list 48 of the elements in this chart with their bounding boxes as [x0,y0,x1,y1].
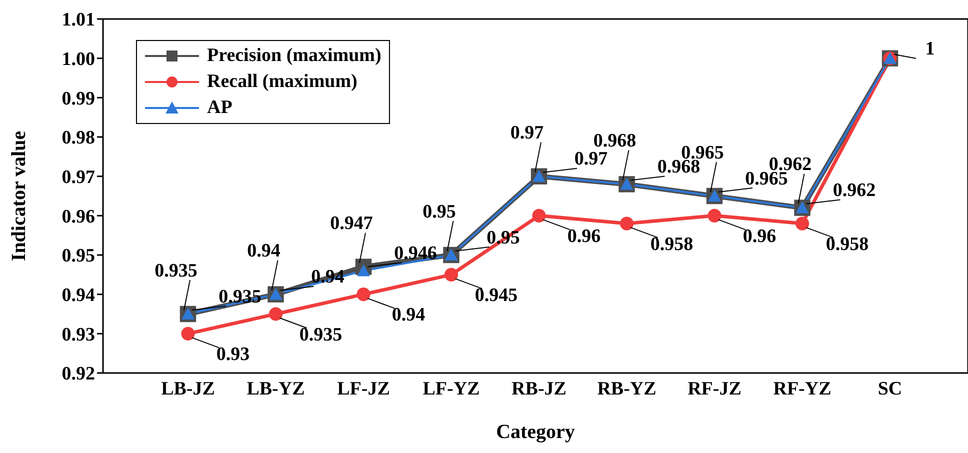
y-tick-label: 1.00 [62,49,95,70]
x-tick-label: LB-YZ [246,378,305,400]
point [181,326,195,340]
y-tick-label: 0.98 [62,128,95,149]
data-label: 0.945 [474,285,518,306]
x-tick-label: RF-JZ [688,378,742,400]
y-tick-label: 0.94 [62,285,96,306]
y-tick-label: 0.93 [62,324,95,346]
point [708,208,722,222]
data-label: 0.93 [216,344,250,366]
y-tick-label: 0.99 [62,88,95,110]
data-label: 0.97 [510,122,544,144]
data-label: 0.94 [311,266,345,288]
point [356,288,370,302]
legend-label: Precision (maximum) [207,44,382,68]
x-tick-label: LF-JZ [337,378,390,400]
y-tick-label: 0.92 [62,364,95,385]
y-tick-label: 0.95 [62,246,95,267]
point [268,307,283,321]
data-label: 0.96 [742,226,776,248]
point [620,216,634,230]
x-tick-label: LB-JZ [161,378,215,400]
data-label: 0.958 [650,234,694,255]
x-tick-label: RB-JZ [512,378,566,400]
x-axis-title: Category [496,421,575,443]
point [444,268,458,282]
point [795,216,810,230]
x-tick-label: LF-YZ [422,378,480,400]
data-label: 0.962 [832,180,876,202]
data-label: 0.935 [299,324,342,346]
data-label: 0.96 [567,226,601,248]
data-label: 0.958 [826,234,869,255]
point [532,208,546,222]
data-label: 0.95 [422,201,456,222]
data-label: 1 [925,38,935,60]
y-tick-label: 1.01 [62,10,95,31]
data-label: 0.94 [392,304,426,326]
data-label: 0.935 [154,260,198,282]
data-label: 0.947 [330,213,374,234]
legend-label: Recall (maximum) [207,70,358,94]
x-tick-label: RB-YZ [597,378,656,400]
x-tick-label: SC [878,378,902,400]
y-tick-label: 0.96 [62,206,95,228]
legend-label: AP [207,96,232,120]
data-label: 0.94 [247,240,281,262]
x-tick-label: RF-YZ [773,378,832,400]
y-tick-label: 0.97 [62,167,96,188]
y-axis-title: Indicator value [8,130,30,262]
